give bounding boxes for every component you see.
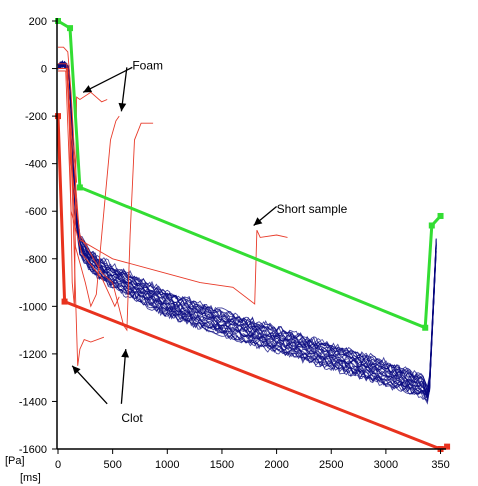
annotation-label: Short sample — [277, 202, 348, 216]
y-tick-label: -600 — [25, 206, 47, 218]
normal-curve — [57, 60, 437, 401]
annotation-label: Clot — [121, 411, 143, 425]
outlier-curve — [58, 68, 105, 366]
upper-limit-line — [57, 19, 442, 330]
y-tick-label: -1600 — [19, 444, 47, 456]
y-tick-label: 0 — [41, 64, 47, 76]
normal-curve — [57, 60, 437, 399]
annotation-arrow-line — [71, 365, 108, 405]
normal-curve — [57, 63, 437, 398]
x-tick-label: 500 — [103, 459, 121, 471]
annotation-arrowhead — [83, 85, 93, 93]
outlier-curve — [58, 68, 288, 305]
y-tick-label: -800 — [25, 254, 47, 266]
normal-curve — [57, 62, 437, 397]
x-tick-label: 2000 — [264, 459, 288, 471]
annotation-arrow-line — [82, 66, 133, 93]
annotation-arrows — [71, 66, 278, 405]
upper-limit-point — [428, 222, 435, 229]
x-unit-label: [ms] — [20, 472, 41, 484]
lower-limit-point — [61, 298, 68, 305]
annotation-arrowhead — [72, 365, 81, 375]
lower-limit-line — [56, 116, 448, 451]
x-tick-label: 3000 — [374, 459, 398, 471]
normal-curve — [57, 62, 437, 397]
x-tick-label: 2500 — [319, 459, 343, 471]
y-ticks: 200 0 -200 -400 -600 -800 -1000 -1200 -1400 -1600 — [19, 16, 57, 456]
x-ticks: 0 500 1000 1500 2000 2500 3000 350 — [55, 449, 450, 471]
normal-curve — [57, 60, 437, 397]
outlier-curve — [58, 70, 120, 308]
limit-lines — [55, 18, 451, 452]
normal-curve — [57, 64, 437, 399]
y-tick-label: 200 — [29, 16, 47, 28]
normal-curve — [57, 60, 437, 393]
lower-limit-point — [444, 443, 451, 450]
normal-curve — [57, 62, 437, 398]
x-tick-label: 1000 — [155, 459, 179, 471]
outlier-curve — [58, 46, 78, 183]
normal-curve — [57, 60, 437, 396]
normal-curve — [57, 60, 437, 398]
normal-curve — [57, 61, 437, 399]
y-tick-label: -1000 — [19, 301, 47, 313]
normal-curve — [57, 64, 437, 403]
normal-curve — [57, 64, 437, 405]
normal-curve — [57, 62, 437, 391]
annotations: Foam Short sample Clot — [121, 59, 347, 425]
x-tick-label: 1500 — [210, 459, 234, 471]
y-tick-label: -200 — [25, 111, 47, 123]
upper-limit-point — [76, 184, 83, 191]
upper-limit-point — [437, 212, 444, 219]
x-tick-label: 0 — [55, 459, 61, 471]
normal-curves — [57, 60, 437, 405]
upper-limit-point — [422, 324, 429, 331]
normal-curve — [57, 63, 437, 395]
normal-curve — [57, 61, 437, 400]
x-tick-label: 350 — [431, 459, 449, 471]
normal-curve — [57, 64, 437, 396]
y-tick-label: -1200 — [19, 349, 47, 361]
annotation-arrowhead — [118, 102, 127, 112]
upper-limit-point — [55, 18, 61, 24]
y-tick-label: -400 — [25, 159, 47, 171]
normal-curve — [57, 61, 437, 402]
upper-limit-point — [67, 25, 74, 32]
lower-limit-point — [55, 113, 61, 120]
annotation-label: Foam — [132, 59, 163, 73]
annotation-arrow-line — [120, 349, 127, 404]
normal-curve — [57, 60, 437, 399]
y-tick-label: -1400 — [19, 396, 47, 408]
annotation-arrowhead — [121, 349, 130, 358]
annotation-arrowhead — [253, 217, 263, 226]
y-unit-label: [Pa] — [5, 455, 25, 467]
normal-curve — [57, 62, 437, 394]
outlier-curves — [58, 46, 288, 366]
normal-curve — [57, 62, 437, 398]
